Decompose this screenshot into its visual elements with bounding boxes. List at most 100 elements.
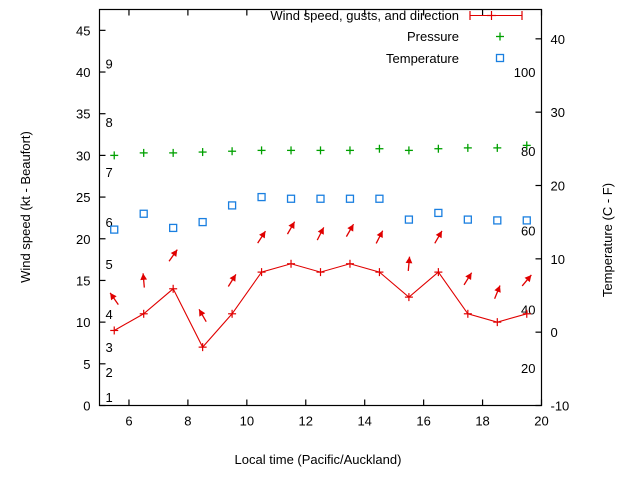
wind-speed-point[interactable] <box>257 268 266 277</box>
x-tick-label: 12 <box>299 414 313 429</box>
wind-speed-series[interactable] <box>110 259 531 352</box>
wind-speed-point[interactable] <box>228 309 237 318</box>
x-tick-label: 16 <box>416 414 430 429</box>
pressure-point[interactable] <box>228 147 237 156</box>
wind-direction-arrow[interactable] <box>463 272 473 286</box>
temperature-point[interactable] <box>404 215 414 224</box>
temperature-point[interactable] <box>522 216 531 225</box>
pressure-point[interactable] <box>493 143 502 152</box>
wind-speed-point[interactable] <box>345 259 354 268</box>
beaufort-label: 5 <box>106 257 113 272</box>
wind-direction-arrow[interactable] <box>521 274 532 287</box>
legend-label-pressure[interactable]: Pressure <box>407 29 459 44</box>
pressure-point[interactable] <box>404 146 413 155</box>
pressure-point[interactable] <box>287 146 296 155</box>
wind-speed-point[interactable] <box>287 259 296 268</box>
wind-speed-point[interactable] <box>169 284 178 293</box>
legend-key-wind <box>469 11 523 20</box>
wind-direction-arrow[interactable] <box>375 230 384 244</box>
pressure-point[interactable] <box>257 146 266 155</box>
wind-speed-point[interactable] <box>375 268 384 277</box>
axes: 6 8 10 12 14 16 18 20051015202530354045-1001020… <box>76 9 570 429</box>
y2-axis-title: Temperature (C - F) <box>600 183 615 297</box>
temperature-point[interactable] <box>110 225 119 234</box>
legend-label-temperature[interactable]: Temperature <box>386 51 459 66</box>
pressure-series[interactable] <box>110 141 531 160</box>
wind-speed-point[interactable] <box>139 309 148 318</box>
wind-speed-point[interactable] <box>198 343 207 352</box>
legend-key-pressure <box>496 32 504 41</box>
wind-speed-point[interactable] <box>110 326 119 335</box>
pressure-point[interactable] <box>522 141 531 150</box>
inner-right-label: 100 <box>514 65 536 80</box>
temperature-point[interactable] <box>434 208 443 218</box>
pressure-point[interactable] <box>139 148 148 157</box>
legend-label-wind[interactable]: Wind speed, gusts, and direction <box>270 8 459 23</box>
pressure-point[interactable] <box>463 143 472 152</box>
y-axis-title: Wind speed (kt - Beaufort) <box>18 131 33 283</box>
temperature-point[interactable] <box>139 209 148 218</box>
wind-direction-arrow[interactable] <box>140 273 148 288</box>
temperature-point[interactable] <box>198 217 207 227</box>
temperature-point[interactable] <box>257 192 266 202</box>
wind-direction-arrow[interactable] <box>257 230 267 244</box>
y2-tick-label: 30 <box>551 105 565 120</box>
y-tick-label: 25 <box>76 190 90 205</box>
beaufort-label: 6 <box>106 215 113 230</box>
temperature-point[interactable] <box>463 215 472 224</box>
temperature-point[interactable] <box>375 194 384 203</box>
beaufort-label: 8 <box>106 115 113 130</box>
y-tick-label: 45 <box>76 23 90 38</box>
wind-speed-point[interactable] <box>404 293 413 302</box>
pressure-point[interactable] <box>434 144 443 153</box>
pressure-point[interactable] <box>345 146 354 155</box>
temperature-point[interactable] <box>493 216 502 225</box>
y2-tick-label: -10 <box>551 399 570 414</box>
wind-direction-arrow[interactable] <box>345 223 355 237</box>
pressure-point[interactable] <box>316 146 325 155</box>
wind-direction-arrow[interactable] <box>405 256 413 271</box>
wind-direction-arrows[interactable] <box>109 221 532 322</box>
temperature-point[interactable] <box>286 194 296 203</box>
pressure-point[interactable] <box>198 148 207 157</box>
wind-direction-arrow[interactable] <box>434 230 443 244</box>
pressure-point[interactable] <box>110 151 119 160</box>
wind-speed-point[interactable] <box>522 309 531 318</box>
temperature-point[interactable] <box>227 201 237 210</box>
legend: Wind speed, gusts, and direction Pressur… <box>270 8 523 66</box>
x-tick-label: 10 <box>240 414 254 429</box>
wind-direction-arrow[interactable] <box>227 274 237 287</box>
pressure-point[interactable] <box>169 148 178 157</box>
wind-direction-arrow[interactable] <box>198 308 207 322</box>
pressure-point[interactable] <box>375 144 384 153</box>
wind-direction-arrow[interactable] <box>168 249 178 262</box>
wind-direction-arrow[interactable] <box>494 285 501 299</box>
x-axis-title: Local time (Pacific/Auckland) <box>235 452 402 467</box>
beaufort-scale: 1 2 3 4 5 6 7 8 9 <box>106 57 113 405</box>
wind-speed-point[interactable] <box>434 268 443 277</box>
wind-direction-arrow[interactable] <box>286 221 296 235</box>
beaufort-label: 3 <box>106 340 113 355</box>
inner-right-label: 20 <box>521 361 535 376</box>
wind-speed-point[interactable] <box>463 309 472 318</box>
legend-key-temperature <box>495 53 505 63</box>
y-tick-label: 10 <box>76 315 90 330</box>
temperature-point[interactable] <box>316 194 325 203</box>
temperature-point[interactable] <box>345 194 355 203</box>
y-tick-label: 20 <box>76 232 90 247</box>
y-tick-label: 0 <box>83 399 90 414</box>
beaufort-label: 7 <box>106 165 113 180</box>
temperature-point[interactable] <box>169 223 178 233</box>
y-tick-label: 30 <box>76 148 90 163</box>
wind-speed-point[interactable] <box>316 268 325 277</box>
temperature-series[interactable] <box>110 192 531 234</box>
wind-speed-point[interactable] <box>493 318 502 327</box>
beaufort-label: 2 <box>106 365 113 380</box>
y-tick-label: 35 <box>76 107 90 122</box>
beaufort-label: 9 <box>106 57 113 72</box>
wind-direction-arrow[interactable] <box>316 227 325 241</box>
wind-direction-arrow[interactable] <box>109 292 119 306</box>
